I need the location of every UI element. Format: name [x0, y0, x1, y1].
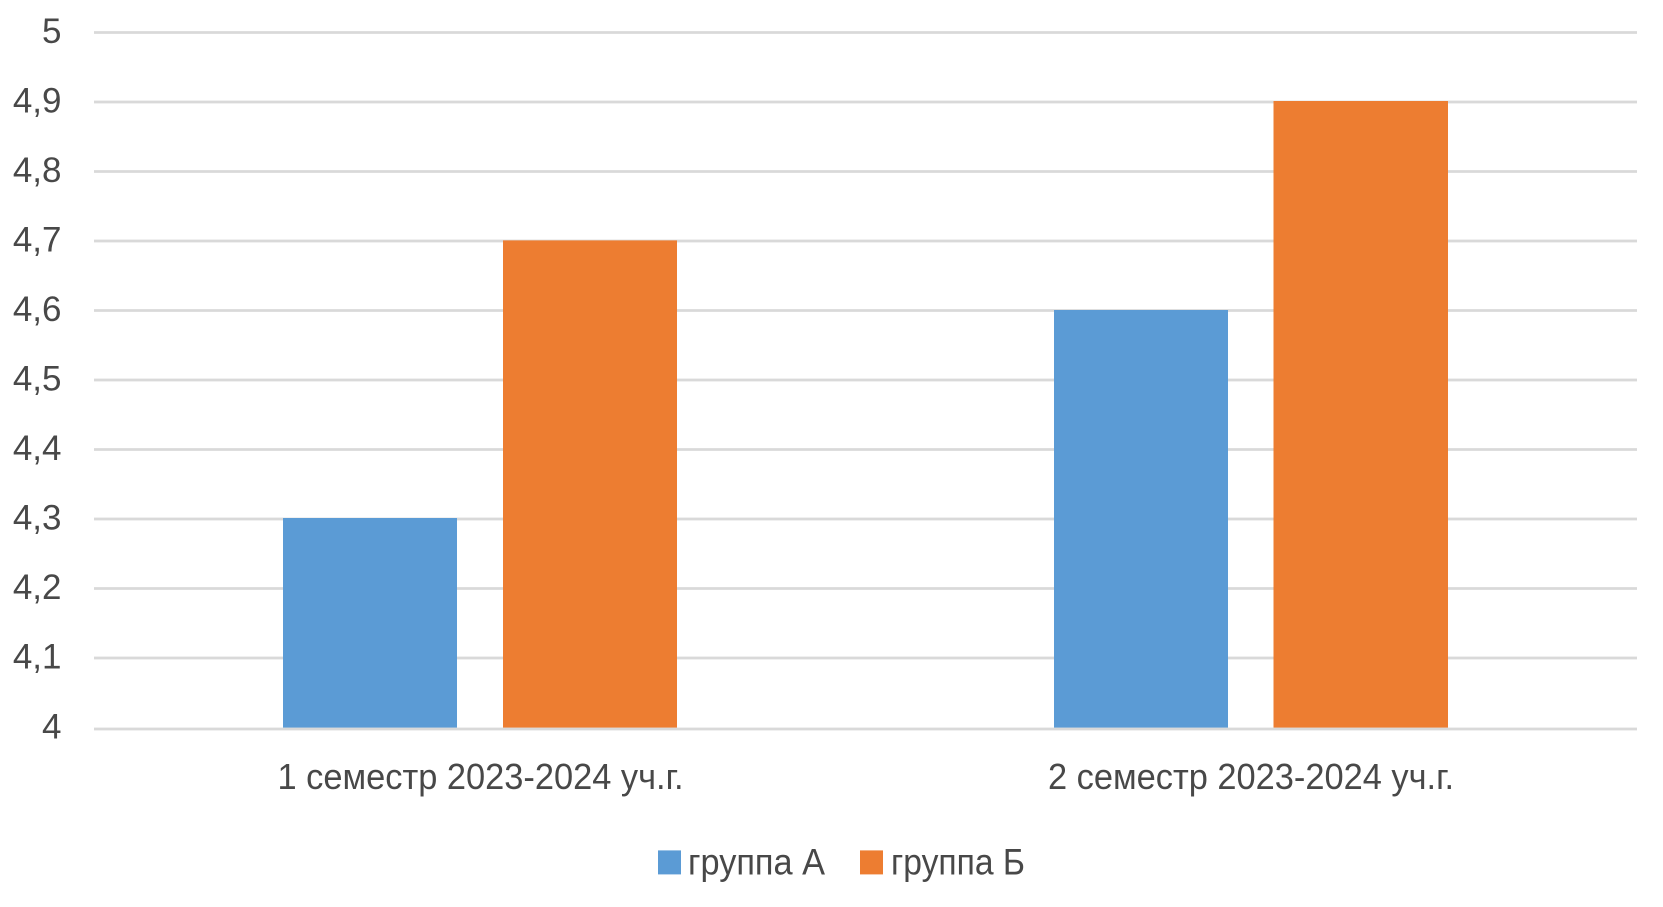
- svg-text:1 семестр 2023-2024 уч.г.: 1 семестр 2023-2024 уч.г.: [278, 756, 684, 797]
- svg-text:4: 4: [42, 707, 61, 746]
- svg-text:4,8: 4,8: [13, 151, 62, 190]
- svg-text:5: 5: [42, 12, 61, 51]
- svg-text:4,7: 4,7: [13, 221, 62, 260]
- svg-text:2 семестр 2023-2024 уч.г.: 2 семестр 2023-2024 уч.г.: [1048, 756, 1454, 797]
- svg-text:группа А: группа А: [688, 842, 825, 883]
- svg-text:4,9: 4,9: [13, 82, 62, 121]
- svg-text:4,6: 4,6: [13, 290, 62, 329]
- svg-text:4,5: 4,5: [13, 360, 62, 399]
- svg-text:4,2: 4,2: [13, 568, 62, 607]
- svg-text:4,4: 4,4: [13, 429, 62, 468]
- svg-text:4,3: 4,3: [13, 499, 62, 538]
- svg-text:группа Б: группа Б: [891, 842, 1025, 883]
- svg-text:4,1: 4,1: [13, 638, 62, 677]
